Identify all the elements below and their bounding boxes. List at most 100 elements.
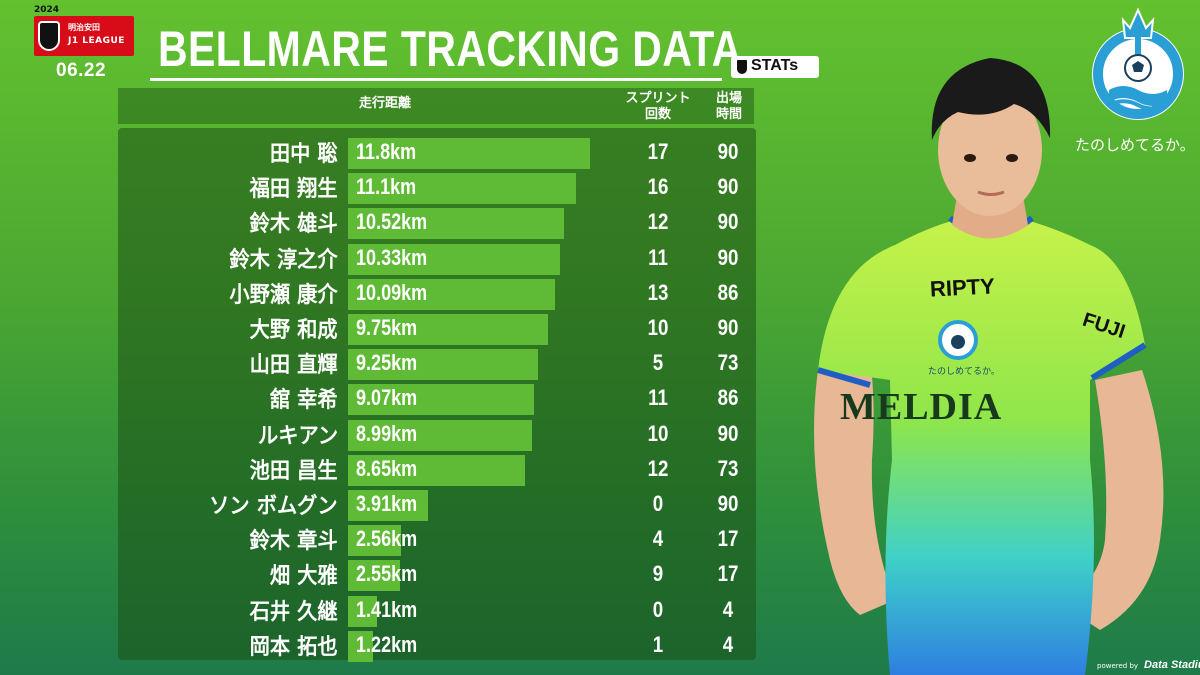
- sprint-count: 12: [647, 209, 669, 235]
- minutes-played: 17: [717, 526, 739, 552]
- j-mark-icon: [737, 60, 747, 74]
- badge-league: J1 LEAGUE: [68, 36, 125, 46]
- header-sprints-line2: 回数: [644, 107, 671, 122]
- distance-bar: [348, 349, 538, 381]
- table-row: 小野瀬 康介 10.09km 13 86: [118, 275, 756, 310]
- header-distance: 走行距離: [358, 96, 411, 111]
- distance-bar: [348, 314, 548, 345]
- player-name: 福田 翔生: [249, 177, 338, 203]
- distance-bar: [348, 138, 590, 169]
- distance-label: 11.1km: [356, 174, 417, 200]
- badge-box: 明治安田 J1 LEAGUE: [34, 16, 134, 56]
- header-minutes-line2: 時間: [715, 107, 742, 122]
- header-sprints-line1: スプリント: [625, 91, 691, 106]
- sprint-count: 10: [647, 420, 669, 446]
- distance-bar: [348, 419, 532, 451]
- minutes-played: 90: [717, 174, 739, 200]
- distance-bar: [348, 278, 555, 310]
- shonan-bellmare-crest-icon: [1092, 7, 1184, 120]
- sprint-count: 11: [648, 244, 668, 270]
- player-photo: [814, 58, 1164, 675]
- minutes-played: 90: [717, 209, 739, 235]
- player-name: ソン ボムグン: [209, 494, 338, 519]
- sprint-count: 9: [652, 561, 664, 587]
- distance-label: 1.22km: [356, 631, 418, 657]
- player-name: 田中 聡: [270, 142, 338, 167]
- distance-label: 3.91km: [356, 491, 418, 516]
- distance-label: 9.25km: [356, 350, 418, 376]
- title-underline: [150, 78, 722, 81]
- table-row: 石井 久継 1.41km 0 4: [118, 592, 756, 627]
- table-row: 岡本 拓也 1.22km 1 4: [118, 627, 756, 662]
- minutes-played: 90: [717, 244, 739, 270]
- distance-label: 1.41km: [356, 596, 418, 622]
- distance-label: 10.09km: [356, 279, 428, 305]
- match-date: 06.22: [56, 60, 107, 81]
- table-row: 鈴木 章斗 2.56km 4 17: [118, 521, 756, 557]
- sprint-count: 17: [647, 139, 669, 164]
- table-row: 舘 幸希 9.07km 11 86: [118, 380, 756, 416]
- table-header: 走行距離 スプリント 回数 出場 時間: [118, 88, 754, 124]
- minutes-played: 4: [722, 631, 734, 657]
- table-row: 田中 聡 11.8km 17 90: [118, 134, 756, 169]
- jersey-sponsor-chest: RIPTY: [929, 273, 996, 302]
- jstats-label: STATs: [751, 57, 799, 74]
- distance-bar: [348, 595, 377, 627]
- player-name: 大野 和成: [249, 318, 338, 343]
- sprint-count: 0: [652, 596, 664, 622]
- table-row: 鈴木 雄斗 10.52km 12 90: [118, 204, 756, 240]
- data-stadium-logo: Data Stadium: [1144, 659, 1200, 671]
- badge-sponsor: 明治安田: [68, 23, 100, 32]
- player-name: 鈴木 雄斗: [249, 212, 338, 238]
- player-name: 小野瀬 康介: [229, 282, 338, 308]
- distance-bar: [348, 490, 428, 521]
- table-row: 畑 大雅 2.55km 9 17: [118, 556, 756, 592]
- minutes-played: 90: [717, 420, 739, 446]
- header-minutes: 出場 時間: [704, 91, 754, 123]
- distance-label: 10.52km: [356, 209, 428, 235]
- minutes-played: 17: [717, 561, 739, 587]
- sprint-count: 4: [652, 526, 664, 552]
- sprint-count: 5: [652, 350, 664, 376]
- club-slogan: たのしめてるか。: [1075, 136, 1195, 154]
- sprint-count: 10: [647, 315, 669, 340]
- distance-bar: [348, 560, 400, 592]
- badge-year: 2024: [34, 5, 60, 15]
- distance-bar: [348, 208, 564, 240]
- page-title: BELLMARE TRACKING DATA: [158, 21, 742, 77]
- table-row: 大野 和成 9.75km 10 90: [118, 310, 756, 345]
- player-name: 山田 直輝: [249, 353, 338, 379]
- header-minutes-line1: 出場: [715, 91, 742, 106]
- distance-label: 9.75km: [356, 315, 418, 340]
- j-league-logo-icon: [38, 21, 60, 51]
- minutes-played: 86: [717, 385, 739, 411]
- player-name: 鈴木 章斗: [249, 529, 338, 555]
- player-name: 岡本 拓也: [249, 634, 338, 660]
- distance-label: 8.65km: [356, 455, 418, 481]
- sprint-count: 0: [652, 491, 664, 516]
- minutes-played: 73: [717, 350, 739, 376]
- distance-label: 11.8km: [356, 139, 417, 164]
- sprint-count: 12: [647, 455, 669, 481]
- minutes-played: 90: [717, 139, 739, 164]
- jersey-slogan: たのしめてるか。: [928, 367, 1000, 377]
- table-row: ソン ボムグン 3.91km 0 90: [118, 486, 756, 521]
- distance-bar: [348, 173, 576, 205]
- player-name: 鈴木 淳之介: [229, 247, 338, 273]
- distance-label: 8.99km: [356, 420, 418, 446]
- player-name: 池田 昌生: [249, 458, 338, 484]
- j1-league-badge: 2024 明治安田 J1 LEAGUE: [30, 5, 138, 57]
- player-name: ルキアン: [257, 423, 338, 449]
- distance-label: 2.56km: [356, 526, 418, 552]
- table-row: 鈴木 淳之介 10.33km 11 90: [118, 240, 756, 275]
- table-row: ルキアン 8.99km 10 90: [118, 416, 756, 451]
- distance-label: 9.07km: [356, 385, 418, 411]
- powered-by-prefix: powered by: [1097, 662, 1139, 670]
- distance-label: 10.33km: [356, 244, 428, 270]
- minutes-played: 90: [717, 315, 739, 340]
- sprint-count: 11: [648, 385, 668, 411]
- table-row: 福田 翔生 11.1km 16 90: [118, 169, 756, 205]
- player-name: 石井 久継: [249, 599, 338, 625]
- jersey-sponsor-main: MELDIA: [840, 386, 1003, 428]
- minutes-played: 4: [722, 596, 734, 622]
